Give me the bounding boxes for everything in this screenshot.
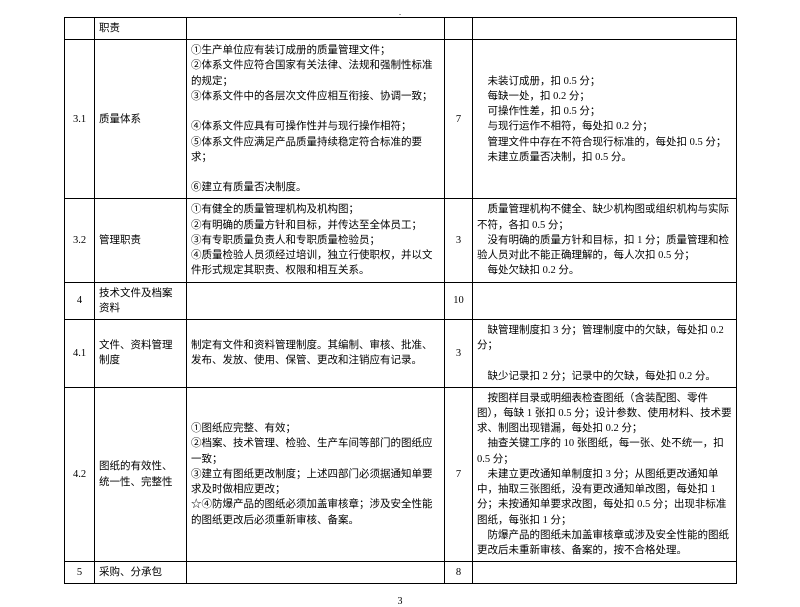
cell-num: 3.1 xyxy=(65,40,95,199)
table-row: 3.2管理职责①有健全的质量管理机构及机构图； ②有明确的质量方针和目标，并传达… xyxy=(65,199,737,282)
cell-num: 5 xyxy=(65,562,95,584)
table-row: 职责 xyxy=(65,18,737,40)
cell-name: 管理职责 xyxy=(95,199,187,282)
cell-dedu xyxy=(473,282,737,319)
main-table: 职责3.1质量体系①生产单位应有装订成册的质量管理文件； ②体系文件应符合国家有… xyxy=(64,17,737,584)
cell-score: 3 xyxy=(445,199,473,282)
table-row: 4.1文件、资料管理制度制定有文件和资料管理制度。其编制、审核、批准、发布、发放… xyxy=(65,319,737,387)
cell-desc xyxy=(187,18,445,40)
cell-num: 4.2 xyxy=(65,387,95,561)
cell-dedu: 缺管理制度扣 3 分；管理制度中的欠缺，每处扣 0.2 分； 缺少记录扣 2 分… xyxy=(473,319,737,387)
cell-desc: ①有健全的质量管理机构及机构图； ②有明确的质量方针和目标，并传达至全体员工； … xyxy=(187,199,445,282)
cell-num: 3.2 xyxy=(65,199,95,282)
table-row: 5采购、分承包 8 xyxy=(65,562,737,584)
cell-score: 10 xyxy=(445,282,473,319)
cell-num: 4.1 xyxy=(65,319,95,387)
cell-desc: ①生产单位应有装订成册的质量管理文件； ②体系文件应符合国家有关法律、法规和强制… xyxy=(187,40,445,199)
cell-name: 技术文件及档案资料 xyxy=(95,282,187,319)
cell-score xyxy=(445,18,473,40)
cell-desc: ①图纸应完整、有效； ②档案、技术管理、检验、生产车间等部门的图纸应一致； ③建… xyxy=(187,387,445,561)
cell-dedu xyxy=(473,562,737,584)
cell-dedu xyxy=(473,18,737,40)
cell-num: 4 xyxy=(65,282,95,319)
cell-score: 7 xyxy=(445,40,473,199)
cell-name: 图纸的有效性、统一性、完整性 xyxy=(95,387,187,561)
cell-score: 3 xyxy=(445,319,473,387)
page-number: 3 xyxy=(64,596,736,607)
cell-name: 质量体系 xyxy=(95,40,187,199)
cell-name: 采购、分承包 xyxy=(95,562,187,584)
table-row: 3.1质量体系①生产单位应有装订成册的质量管理文件； ②体系文件应符合国家有关法… xyxy=(65,40,737,199)
cell-dedu: 质量管理机构不健全、缺少机构图或组织机构与实际不符，各扣 0.5 分； 没有明确… xyxy=(473,199,737,282)
cell-desc xyxy=(187,282,445,319)
cell-desc: 制定有文件和资料管理制度。其编制、审核、批准、发布、发放、使用、保管、更改和注销… xyxy=(187,319,445,387)
cell-name: 职责 xyxy=(95,18,187,40)
cell-dedu: 按图样目录或明细表检查图纸（含装配图、零件图），每缺 1 张扣 0.5 分；设计… xyxy=(473,387,737,561)
table-row: 4.2图纸的有效性、统一性、完整性①图纸应完整、有效； ②档案、技术管理、检验、… xyxy=(65,387,737,561)
cell-num xyxy=(65,18,95,40)
cell-score: 7 xyxy=(445,387,473,561)
cell-desc xyxy=(187,562,445,584)
cell-dedu: 未装订成册，扣 0.5 分； 每缺一处，扣 0.2 分； 可操作性差，扣 0.5… xyxy=(473,40,737,199)
cell-name: 文件、资料管理制度 xyxy=(95,319,187,387)
cell-score: 8 xyxy=(445,562,473,584)
table-row: 4技术文件及档案资料 10 xyxy=(65,282,737,319)
